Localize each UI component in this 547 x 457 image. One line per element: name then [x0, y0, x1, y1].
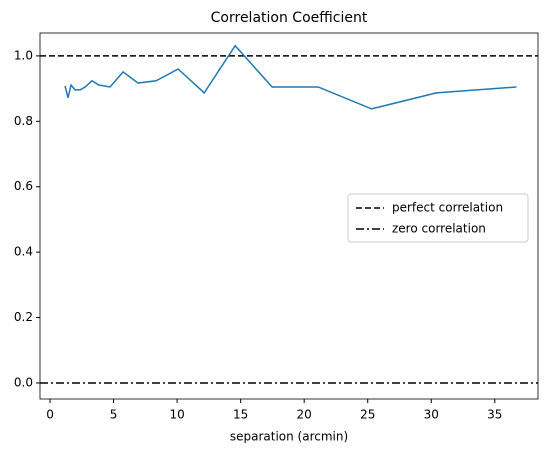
legend-box: [347, 193, 529, 243]
y-tick-label: 0.2: [14, 310, 33, 324]
x-tick-label: 15: [233, 408, 248, 422]
y-tick-label: 0.6: [14, 179, 33, 193]
plot-frame: [39, 32, 539, 400]
x-tick-label: 35: [487, 408, 502, 422]
chart-title: Correlation Coefficient: [211, 10, 368, 26]
y-tick-label: 0.4: [14, 245, 33, 259]
x-tick-label: 0: [46, 408, 54, 422]
legend-label: perfect correlation: [392, 201, 503, 215]
data-line: [64, 44, 517, 110]
x-tick-label: 5: [110, 408, 118, 422]
x-axis-label: separation (arcmin): [230, 430, 348, 444]
y-tick-label: 0.8: [14, 114, 33, 128]
x-tick-label: 10: [169, 408, 184, 422]
x-tick-label: 30: [424, 408, 439, 422]
x-tick-label: 20: [297, 408, 312, 422]
x-tick-label: 25: [360, 408, 375, 422]
y-tick-label: 1.0: [14, 48, 33, 62]
legend-label: zero correlation: [392, 222, 486, 236]
y-tick-label: 0.0: [14, 375, 33, 389]
